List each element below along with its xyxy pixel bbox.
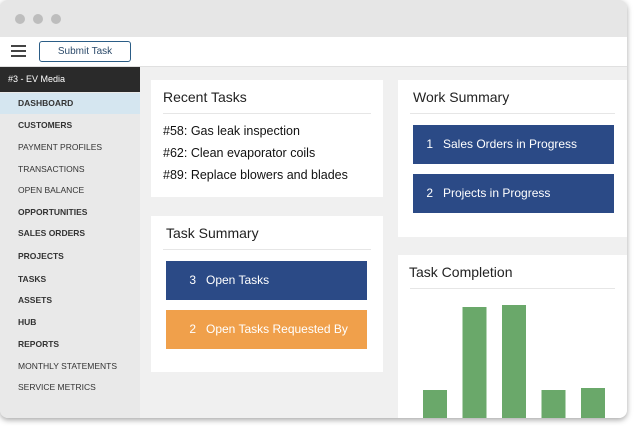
task-item[interactable]: #89: Replace blowers and blades bbox=[163, 168, 348, 182]
row-count: 3 bbox=[189, 273, 196, 287]
summary-row[interactable]: 1 Sales Orders in Progress bbox=[413, 125, 614, 164]
nav-item[interactable]: DASHBOARD bbox=[0, 93, 140, 114]
account-name[interactable]: #3 - EV Media bbox=[0, 67, 140, 92]
nav-item[interactable]: TRANSACTIONS bbox=[18, 164, 85, 174]
nav-item[interactable]: SERVICE METRICS bbox=[18, 382, 96, 392]
window-dot bbox=[15, 14, 25, 24]
row-label: Projects in Progress bbox=[443, 186, 551, 200]
nav-item[interactable]: HUB bbox=[18, 317, 37, 327]
bar bbox=[502, 305, 526, 418]
task-id: #89: bbox=[163, 168, 188, 182]
row-label: Open Tasks Requested By Me bbox=[166, 322, 348, 375]
task-text: Gas leak inspection bbox=[190, 124, 300, 138]
task-item[interactable]: #58: Gas leak inspection bbox=[163, 124, 300, 138]
submit-task-button[interactable]: Submit Task bbox=[39, 41, 131, 62]
title-bar bbox=[0, 0, 627, 37]
nav-item[interactable]: TASKS bbox=[18, 274, 47, 284]
nav-item[interactable]: OPPORTUNITIES bbox=[18, 207, 88, 217]
row-label: Sales Orders in Progress bbox=[443, 137, 578, 151]
recent-tasks-card: Recent Tasks #58: Gas leak inspection #6… bbox=[151, 80, 383, 197]
nav-item[interactable]: PAYMENT PROFILES bbox=[18, 142, 103, 152]
task-text: Replace blowers and blades bbox=[190, 168, 348, 182]
bar-chart bbox=[423, 305, 605, 418]
row-count: 1 bbox=[426, 137, 433, 151]
task-id: #62: bbox=[163, 146, 188, 160]
card-title: Work Summary bbox=[413, 89, 510, 105]
task-text: Clean evaporator coils bbox=[190, 146, 316, 160]
nav-item[interactable]: REPORTS bbox=[18, 339, 60, 349]
task-summary-card: Task Summary 3 Open Tasks 2 Open Tasks Req… bbox=[151, 216, 383, 375]
bar bbox=[423, 390, 447, 418]
task-item[interactable]: #62: Clean evaporator coils bbox=[163, 146, 315, 160]
bar bbox=[462, 307, 487, 418]
card-title: Task Completion bbox=[409, 264, 513, 280]
summary-row[interactable]: 3 Open Tasks bbox=[166, 261, 367, 300]
header: Submit Task bbox=[0, 37, 627, 67]
sidebar: #3 - EV Media DASHBOARD CUSTOMERS PAYMEN… bbox=[0, 67, 140, 418]
window-dot bbox=[33, 14, 43, 24]
summary-row[interactable]: 2 Projects in Progress bbox=[413, 174, 614, 213]
window-dot bbox=[51, 14, 61, 24]
nav-item[interactable]: ASSETS bbox=[18, 295, 53, 305]
nav-item[interactable]: OPEN BALANCE bbox=[18, 185, 85, 195]
task-completion-card: Task Completion bbox=[398, 255, 627, 418]
bar bbox=[541, 390, 566, 418]
task-id: #58: bbox=[163, 124, 188, 138]
nav-item[interactable]: CUSTOMERS bbox=[18, 120, 73, 130]
row-label: Open Tasks bbox=[206, 273, 270, 287]
work-summary-card: Work Summary 1 Sales Orders in Progress 2… bbox=[398, 80, 627, 237]
nav-item[interactable]: PROJECTS bbox=[18, 251, 64, 261]
card-title: Task Summary bbox=[166, 225, 259, 241]
summary-row[interactable]: 2 Open Tasks Requested By Me bbox=[166, 310, 367, 375]
menu-button[interactable] bbox=[8, 43, 30, 59]
row-count: 2 bbox=[189, 322, 196, 336]
row-count: 2 bbox=[426, 186, 433, 200]
card-title: Recent Tasks bbox=[163, 89, 247, 105]
nav-item[interactable]: MONTHLY STATEMENTS bbox=[18, 361, 118, 371]
nav-item[interactable]: SALES ORDERS bbox=[18, 228, 86, 238]
bar bbox=[581, 388, 605, 418]
window: Submit Task #3 - EV Media DASHBOARD CUST… bbox=[0, 0, 627, 418]
